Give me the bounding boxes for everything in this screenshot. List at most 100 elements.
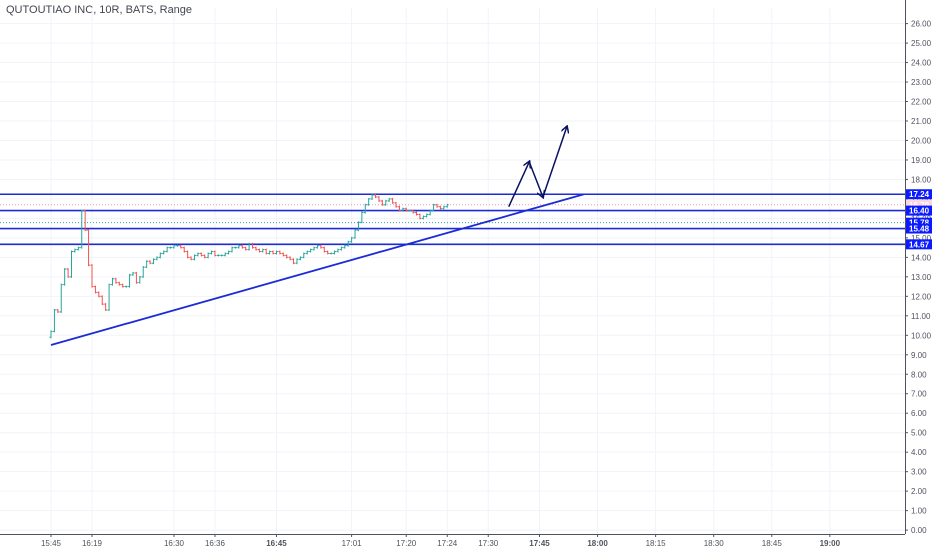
up-bar [216,254,220,257]
down-bar [438,205,442,210]
price-badge-label: 15.78 [909,219,930,228]
y-tick-label: 5.00 [911,429,927,438]
arrow-segment [543,127,567,197]
up-bar [268,250,272,255]
down-bar [397,205,401,212]
down-bar [278,250,282,255]
up-bar [192,254,196,261]
up-bar [131,271,135,276]
up-bar [220,254,224,257]
y-tick-label: 0.00 [911,526,927,535]
up-bar [206,252,210,259]
x-tick-label: 19:00 [820,539,841,548]
arrow-drawing[interactable] [542,126,568,198]
up-bar [223,252,227,257]
down-bar [240,244,244,249]
down-bar [404,207,408,212]
up-bar [356,221,360,232]
down-bar [134,271,138,284]
x-tick-label: 17:45 [529,539,550,548]
up-bar [408,209,412,212]
down-bar [411,209,415,214]
price-badge-label: 16.70 [909,201,930,210]
price-badge: 16.70 [906,199,932,210]
y-tick-label: 8.00 [911,370,927,379]
up-bar [124,285,128,288]
y-tick-label: 3.00 [911,468,927,477]
up-bar [52,308,56,333]
up-bar [145,260,149,269]
up-bar [59,283,63,313]
grid [0,8,905,534]
x-tick-label: 16:45 [266,539,287,548]
y-tick-label: 19.00 [911,156,932,165]
down-bar [288,256,292,261]
y-tick-label: 21.00 [911,117,932,126]
up-bar [350,236,354,243]
up-bar [237,244,241,249]
arrow-segment [509,162,529,207]
up-bar [309,248,313,253]
down-bar [326,250,330,255]
y-tick-label: 2.00 [911,487,927,496]
up-bar [305,250,309,255]
down-bar [292,258,296,265]
x-tick-label: 16:19 [82,539,103,548]
price-badge: 15.78 [906,217,932,228]
up-bar [425,213,429,218]
up-bar [353,229,357,239]
price-badge-label: 17.24 [909,190,930,199]
up-bar [346,240,350,247]
y-tick-label: 10.00 [911,331,932,340]
y-tick-label: 14.00 [911,253,932,262]
down-bar [394,201,398,208]
up-bar [401,207,405,212]
down-bar [148,260,152,265]
up-bar [138,275,142,284]
down-bar [83,209,87,232]
up-bar [49,330,53,339]
down-bar [213,250,217,257]
up-bar [302,252,306,259]
up-bar [151,258,155,265]
up-bar [315,244,319,249]
drawings[interactable] [50,126,585,346]
y-tick-label: 17.00 [911,195,932,204]
up-bar [312,246,316,251]
down-bar [97,291,101,298]
up-bar [162,250,166,255]
down-bar [415,211,419,216]
up-bar [107,283,111,311]
down-bar [121,283,125,288]
down-bar [186,250,190,259]
y-tick-label: 4.00 [911,448,927,457]
y-tick-label: 22.00 [911,98,932,107]
price-bars [49,194,449,339]
trendline[interactable] [50,193,585,346]
up-bar [110,277,114,286]
down-bar [244,246,248,251]
x-tick-label: 17:01 [342,539,363,548]
down-bar [203,254,207,259]
up-bar [370,194,374,200]
x-tick-label: 18:15 [646,539,667,548]
up-bar [128,273,132,288]
down-bar [56,308,60,313]
price-badge: 17.24 [906,189,932,200]
y-tick-label: 12.00 [911,292,932,301]
price-badge-label: 14.67 [909,240,930,249]
down-bar [435,203,439,208]
y-tick-label: 9.00 [911,351,927,360]
price-badge-bg [906,223,932,234]
y-tick-label: 20.00 [911,136,932,145]
up-bar [196,252,200,257]
up-bar [169,246,173,249]
horizontal-levels[interactable] [0,193,905,246]
x-tick-label: 16:36 [205,539,226,548]
x-tick-label: 17:30 [478,539,499,548]
up-bar [233,246,237,249]
down-bar [199,252,203,257]
up-bar [336,248,340,253]
